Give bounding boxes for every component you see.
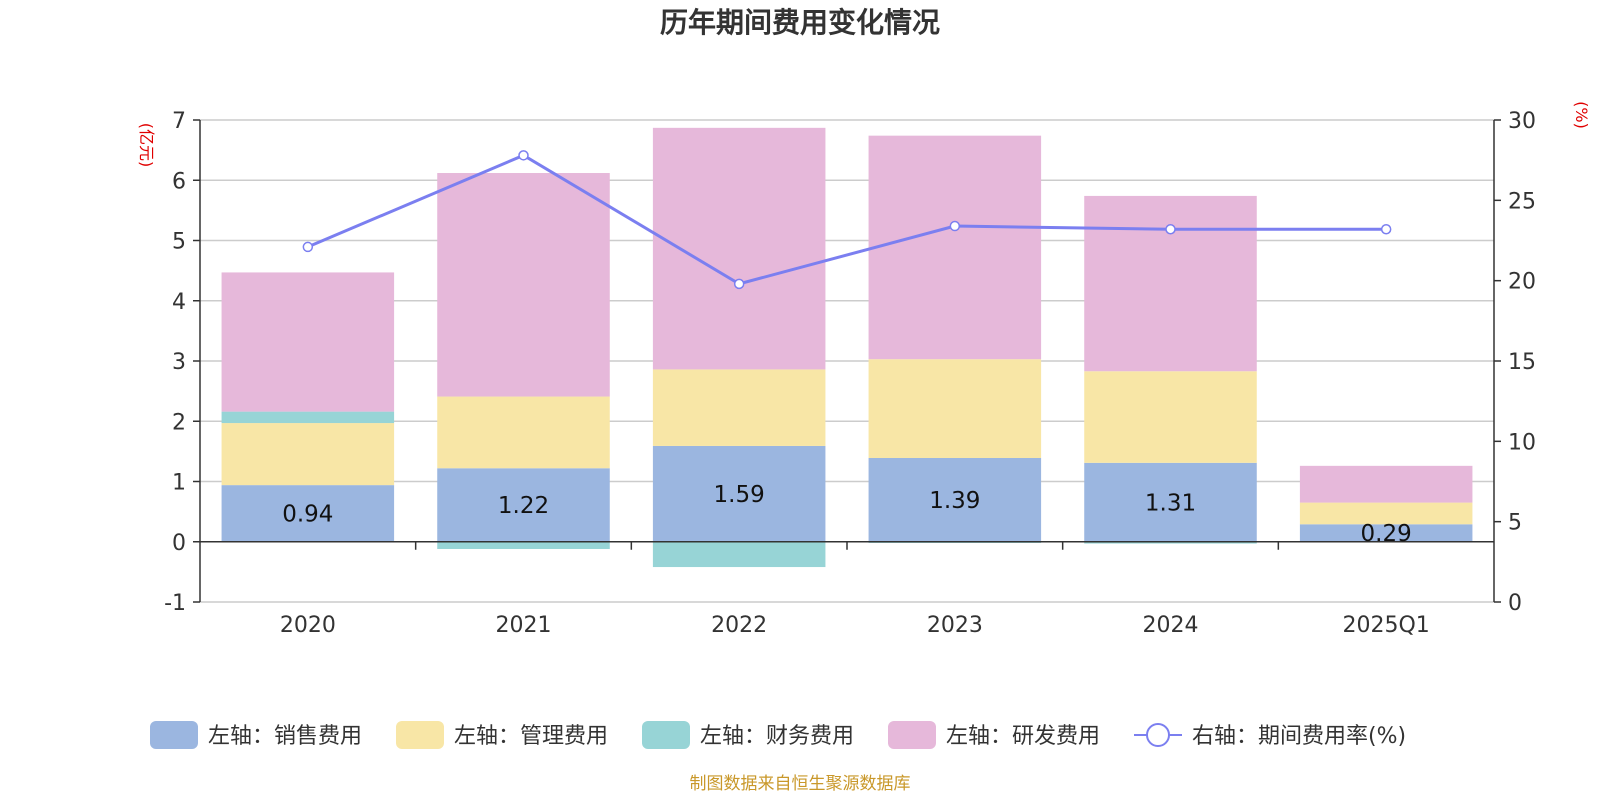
left-axis-tick-label: 3: [172, 350, 186, 375]
bar-labels: 0.94 1.22 1.59 1.39 1.31 0.29: [282, 482, 1412, 547]
legend-label: 左轴：研发费用: [946, 724, 1100, 749]
axes: -1 0 1 2 3 4 5 6 7 0 5 10 15 20 25 30 2020 2021 2022 2023 20…: [164, 109, 1536, 638]
data-label: 1.22: [498, 493, 549, 519]
legend-label: 右轴：期间费用率(%): [1192, 724, 1406, 749]
chart-title: 历年期间费用变化情况: [660, 6, 940, 39]
rate-point: [1165, 224, 1176, 235]
bar-segment: [1084, 541, 1257, 544]
x-axis-label: 2021: [496, 613, 552, 638]
right-axis-tick-label: 20: [1508, 270, 1536, 295]
rate-point: [949, 220, 961, 232]
rate-point: [1380, 224, 1392, 235]
right-axis-tick-label: 5: [1508, 511, 1522, 536]
rate-line: [302, 150, 1392, 290]
bar-segment: [868, 458, 1042, 542]
rate-point: [302, 241, 314, 253]
bar-segment: [1299, 502, 1473, 525]
data-label: 1.59: [714, 482, 765, 508]
bar-segment: [221, 272, 395, 412]
x-axis-label: 2025Q1: [1343, 613, 1430, 638]
left-axis-tick-label: -1: [164, 591, 186, 616]
legend-label: 左轴：管理费用: [454, 724, 608, 749]
bar-segment: [437, 396, 610, 469]
left-axis-tick-label: 0: [172, 531, 186, 556]
right-axis-tick-label: 0: [1508, 591, 1522, 616]
legend-swatch: [150, 721, 198, 749]
bar-segment: [221, 485, 395, 542]
bar-segment: [1299, 524, 1473, 542]
left-axis-tick-label: 2: [172, 410, 186, 435]
left-axis-tick-label: 6: [172, 169, 186, 194]
x-axis-label: 2024: [1143, 613, 1199, 638]
bar-segment: [1084, 195, 1257, 372]
right-axis-tick-label: 25: [1508, 189, 1536, 214]
legend-swatch-marker: [1146, 723, 1170, 747]
x-axis-label: 2022: [711, 613, 767, 638]
rate-series-line: [307, 153, 1387, 286]
left-axis-tick-label: 5: [172, 230, 186, 255]
rate-point: [733, 278, 745, 290]
right-axis-tick-label: 30: [1508, 109, 1536, 134]
right-axis-unit: (%): [1572, 101, 1591, 129]
bar-segment: [652, 445, 826, 542]
bar-segment: [1299, 465, 1473, 503]
bar-segment: [437, 173, 610, 397]
legend: 左轴：销售费用 左轴：管理费用 左轴：财务费用 左轴：研发费用 右轴：期间费用率(%): [150, 721, 1406, 749]
bar-segment: [221, 423, 395, 486]
bar-segment: [1084, 462, 1257, 542]
data-label: 1.39: [929, 488, 980, 514]
x-axis-label: 2020: [280, 613, 336, 638]
bar-segment: [437, 468, 610, 542]
legend-swatch: [642, 721, 690, 749]
bar-segment: [437, 541, 610, 549]
x-axis-label: 2023: [927, 613, 983, 638]
data-label: 0.29: [1361, 521, 1412, 547]
left-axis-tick-label: 7: [172, 109, 186, 134]
left-axis-tick-label: 4: [172, 290, 186, 315]
right-axis-tick-label: 10: [1508, 430, 1536, 455]
bars: [221, 127, 1473, 568]
legend-label: 左轴：销售费用: [208, 724, 362, 749]
bar-segment: [1084, 371, 1257, 463]
legend-swatch: [396, 721, 444, 749]
legend-label: 左轴：财务费用: [700, 724, 854, 749]
bar-segment: [221, 411, 395, 424]
source-note: 制图数据来自恒生聚源数据库: [690, 774, 911, 794]
grid: [200, 119, 1494, 603]
left-axis-unit: (亿元): [137, 123, 156, 168]
legend-swatch: [888, 721, 936, 749]
bar-segment: [868, 135, 1042, 360]
data-label: 0.94: [282, 501, 333, 527]
bar-segment: [868, 359, 1042, 459]
bar-segment: [652, 369, 826, 446]
left-axis-tick-label: 1: [172, 471, 186, 496]
data-label: 1.31: [1145, 490, 1196, 516]
rate-point: [518, 150, 529, 161]
bar-segment: [652, 541, 826, 568]
right-axis-tick-label: 15: [1508, 350, 1536, 375]
